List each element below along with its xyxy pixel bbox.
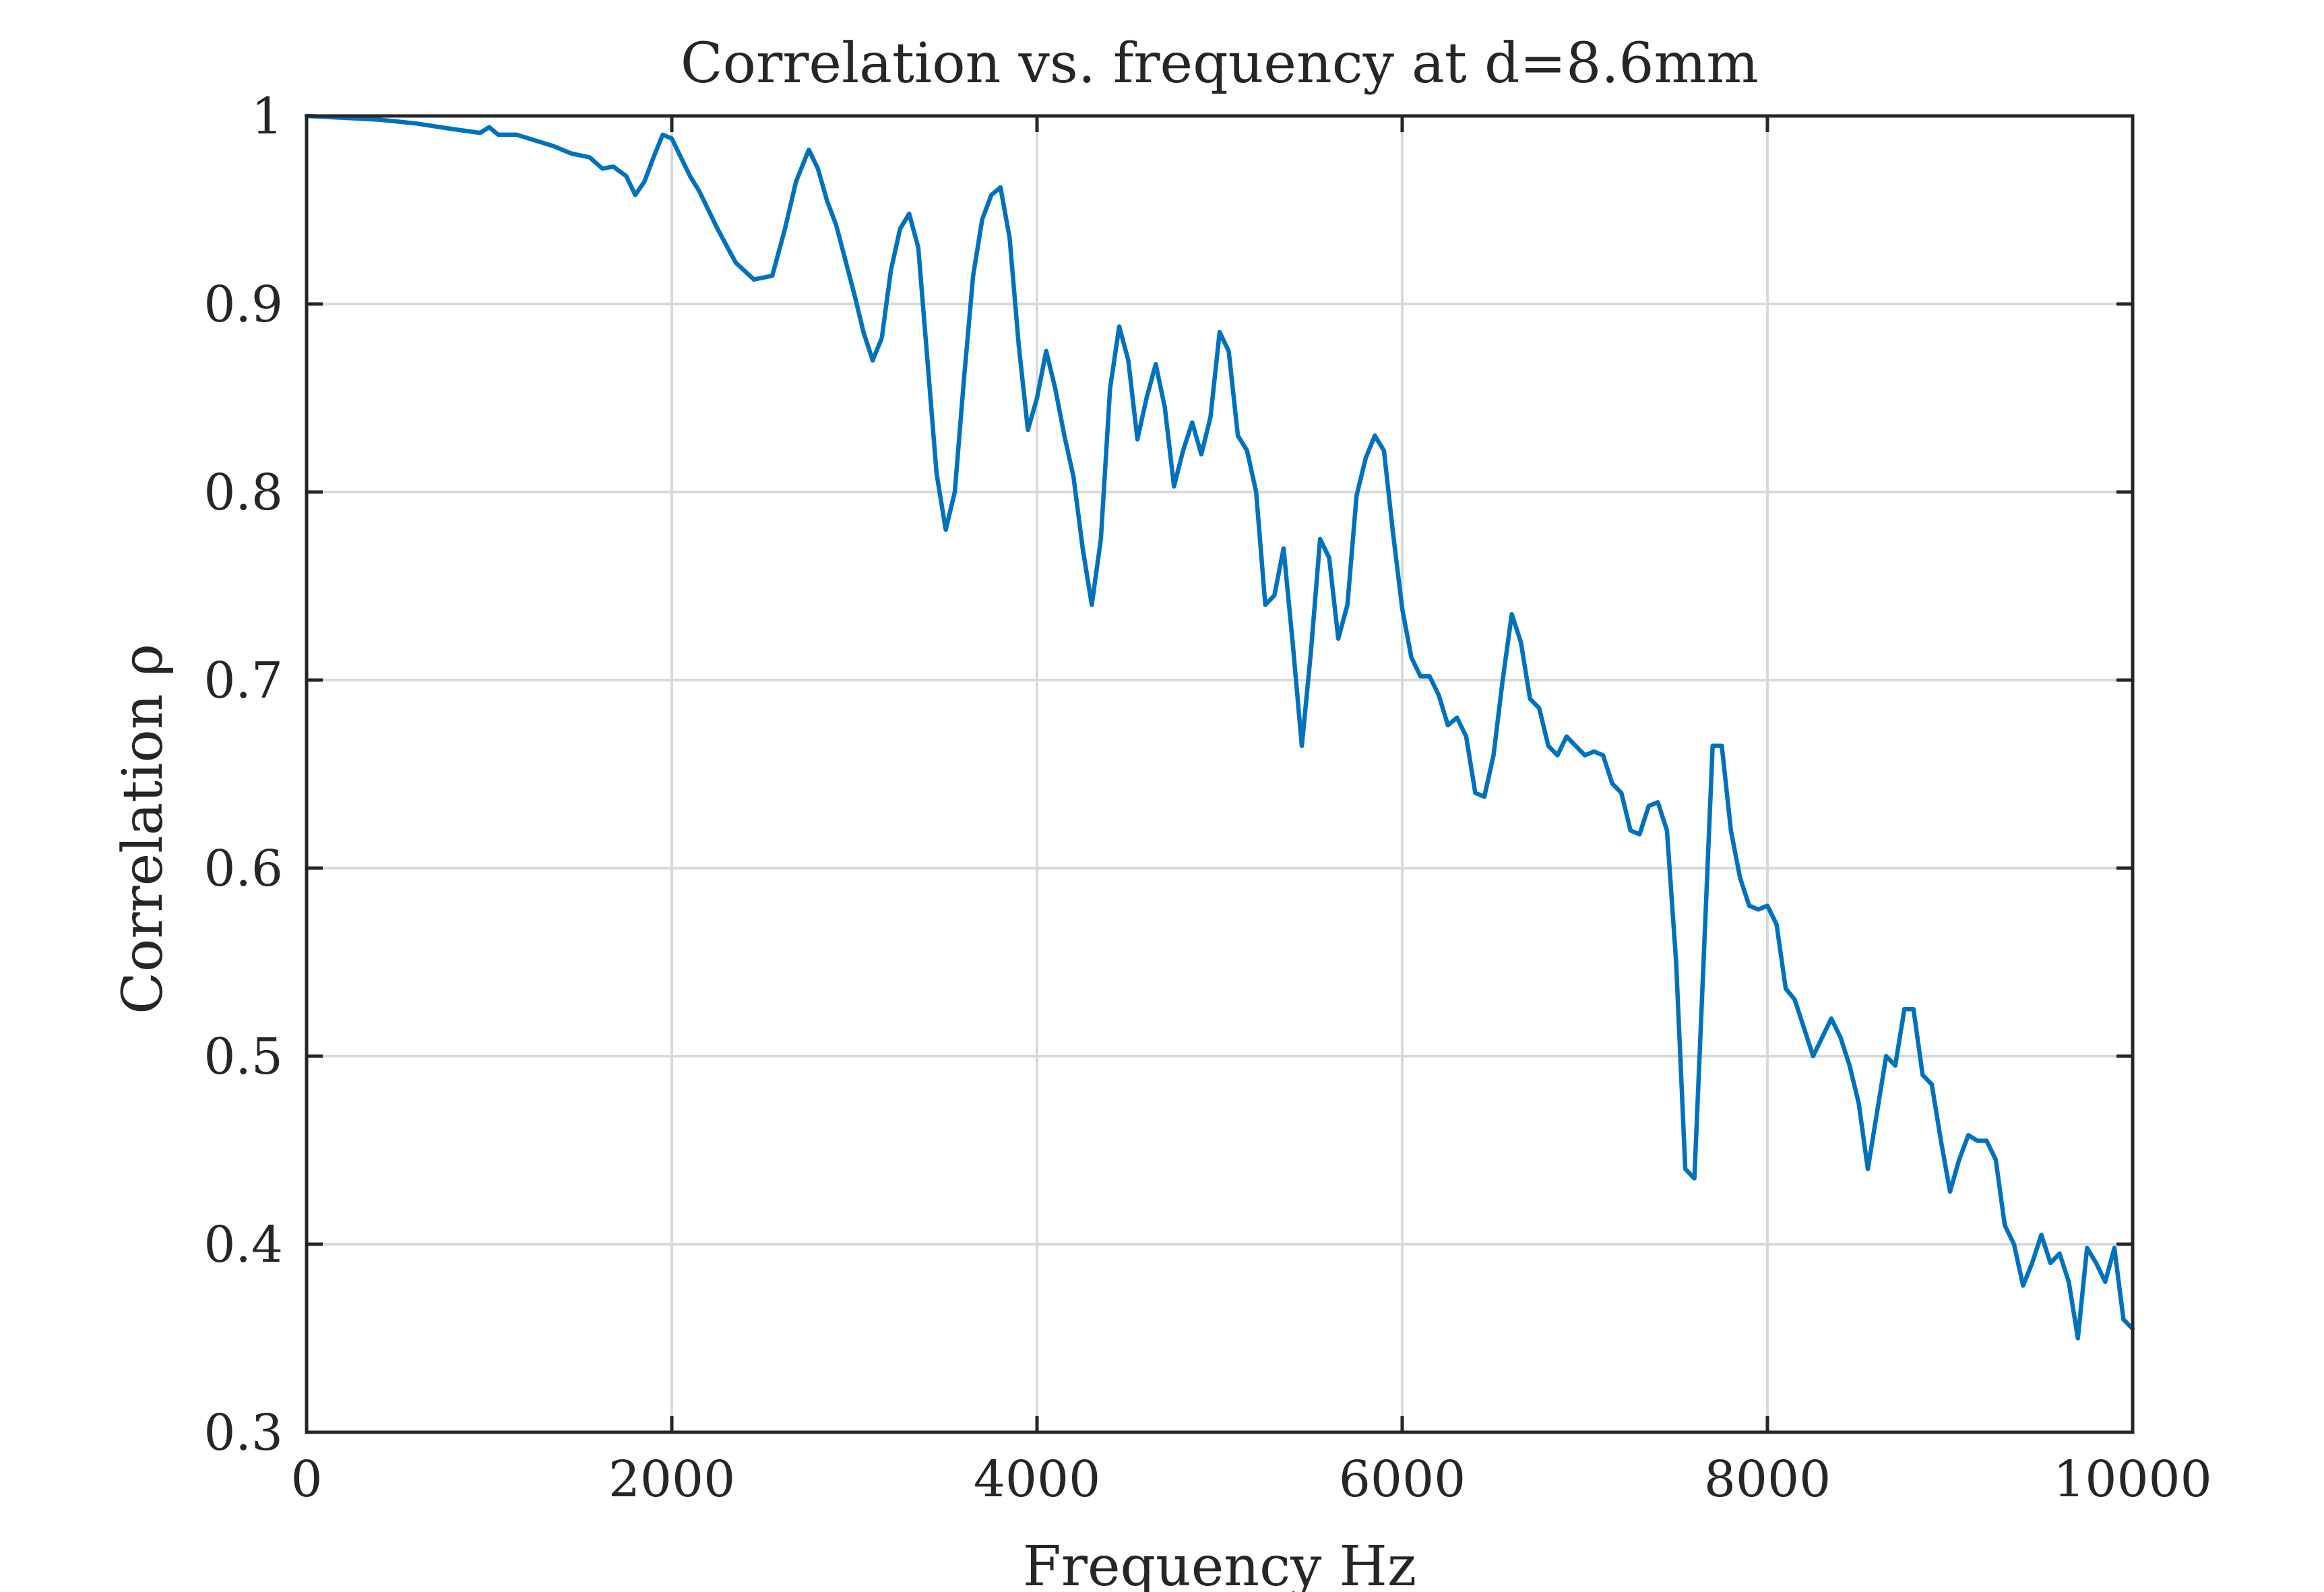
series-layer	[304, 113, 2135, 1341]
y-tick-label: 1	[251, 88, 283, 146]
tick-layer: 0 2000 4000 6000 8000 10000 0.3 0.4 0.5 0.6 0.7 0.8…	[203, 88, 2211, 1508]
x-tick-label: 8000	[1704, 1450, 1831, 1508]
y-tick-label: 0.6	[203, 840, 283, 898]
y-tick-label: 0.9	[203, 276, 283, 334]
axes-layer	[305, 114, 2135, 1434]
x-tick-label: 0	[290, 1450, 322, 1508]
x-tick-label: 4000	[974, 1450, 1100, 1508]
x-axis-label: Frequency Hz	[1023, 1535, 1416, 1592]
x-tick-label: 10000	[2053, 1450, 2211, 1508]
grid-layer	[307, 116, 2133, 1432]
x-tick-label: 6000	[1339, 1450, 1466, 1508]
y-tick-label: 0.7	[203, 652, 283, 710]
series-line	[304, 113, 2135, 1341]
y-tick-label: 0.3	[203, 1404, 283, 1462]
y-tick-label: 0.5	[203, 1028, 283, 1086]
chart-title: Correlation vs. frequency at d=8.6mm	[681, 32, 1759, 96]
y-axis-label: Correlation ρ	[111, 644, 175, 1014]
plot-frame	[305, 114, 2135, 1434]
y-tick-label: 0.8	[203, 464, 283, 522]
x-tick-label: 2000	[608, 1450, 735, 1508]
y-tick-label: 0.4	[203, 1216, 283, 1274]
